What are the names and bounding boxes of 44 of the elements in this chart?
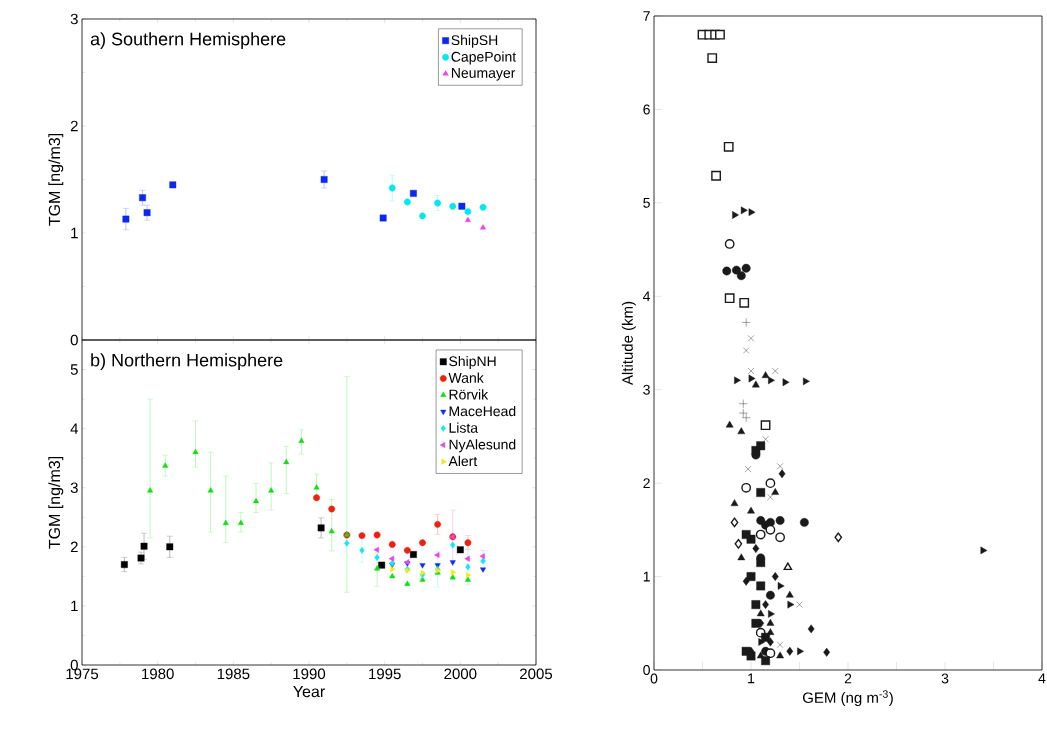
- y-tick-label: 4: [643, 291, 651, 302]
- y-tick-label: 5: [70, 364, 78, 375]
- y-axis-title: Altitude (km): [621, 301, 636, 386]
- y-axis-title: TGM [ng/m3]: [48, 456, 64, 549]
- x-tick-label: 1990: [293, 668, 326, 680]
- legend-label: ShipSH: [451, 34, 498, 48]
- y-tick-label: 6: [643, 104, 650, 115]
- legend-label: Rörvik: [449, 389, 489, 400]
- x-tick-label: 0: [650, 673, 658, 684]
- y-tick-label: 1: [643, 571, 650, 582]
- x-tick-label: 2: [844, 673, 852, 684]
- y-tick-label: 0: [70, 334, 78, 346]
- x-tick-label: 1995: [369, 668, 401, 680]
- y-tick-label: 3: [70, 13, 78, 25]
- x-axis-title: Year: [293, 686, 325, 698]
- legend-label: CapePoint: [451, 51, 517, 65]
- x-tick-label: 3: [941, 673, 949, 684]
- legend-label: MaceHead: [449, 405, 516, 417]
- y-tick-label: 2: [643, 478, 650, 489]
- y-tick-label: 4: [70, 423, 79, 434]
- x-tick-label: 4: [1038, 673, 1046, 684]
- legend-label: NyAlesund: [449, 439, 516, 453]
- y-tick-label: 1: [71, 227, 78, 239]
- y-axis-title: TGM [ng/m3]: [48, 133, 64, 226]
- legend-label: ShipNH: [449, 355, 496, 369]
- legend-label: Lista: [449, 422, 479, 433]
- x-tick-label: 1980: [142, 668, 174, 680]
- y-tick-label: 1: [71, 600, 78, 612]
- x-tick-label: 2005: [520, 668, 553, 680]
- y-tick-label: 3: [70, 482, 78, 494]
- legend-label: Neumayer: [451, 68, 516, 81]
- x-tick-label: 2000: [444, 668, 477, 680]
- y-tick-label: 2: [70, 120, 78, 132]
- y-tick-label: 7: [643, 11, 650, 21]
- y-tick-label: 5: [643, 197, 650, 208]
- legend-label: Wank: [448, 372, 484, 383]
- text: b) Northern Hemisphere: [91, 353, 283, 371]
- x-axis-title: GEM (ng m$^{-3}$): [803, 690, 893, 706]
- x-tick-label: 1: [748, 673, 755, 684]
- x-tick-label: 1985: [217, 668, 250, 680]
- text: a) Southern Hemisphere: [90, 32, 286, 49]
- y-tick-label: 3: [643, 384, 650, 395]
- y-tick-label: 2: [70, 541, 78, 553]
- legend-label: Alert: [448, 455, 478, 467]
